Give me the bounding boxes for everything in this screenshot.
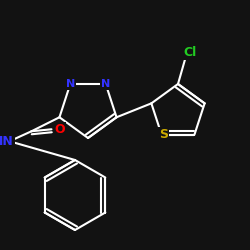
Text: N: N [66, 79, 75, 89]
Text: O: O [54, 123, 65, 136]
Text: S: S [159, 128, 168, 141]
Text: Cl: Cl [184, 46, 196, 59]
Text: N: N [101, 79, 110, 89]
Text: HN: HN [0, 135, 14, 148]
